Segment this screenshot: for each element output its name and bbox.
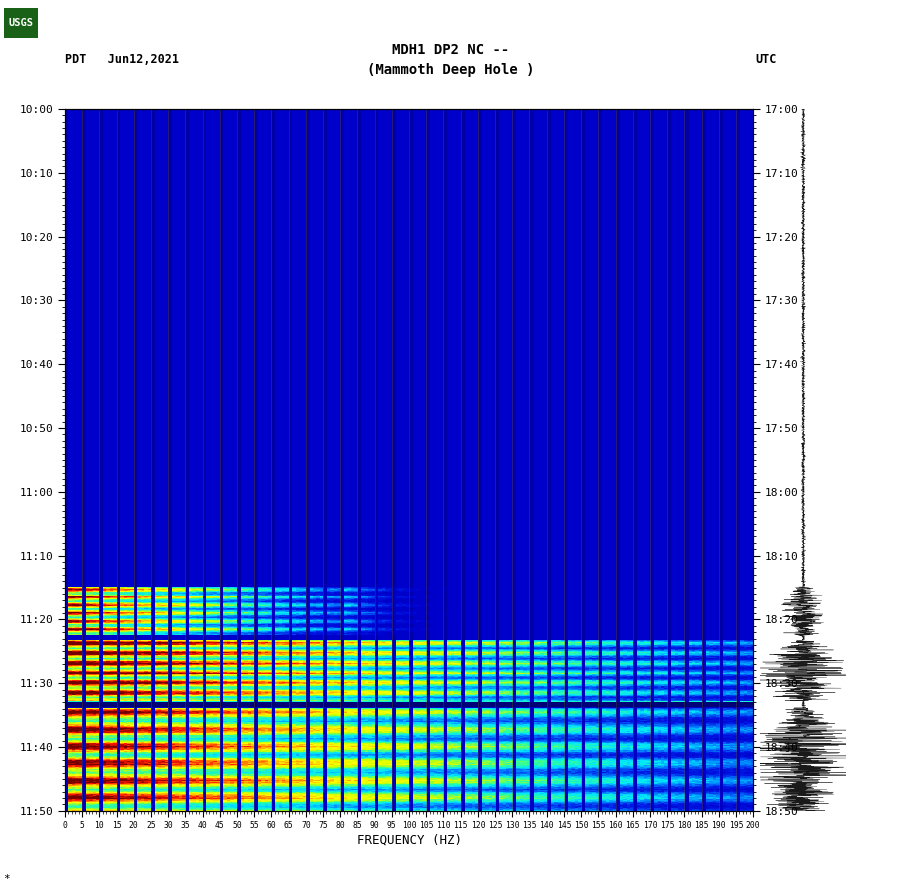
Text: USGS: USGS [9, 18, 33, 28]
Text: (Mammoth Deep Hole ): (Mammoth Deep Hole ) [367, 63, 535, 77]
Text: MDH1 DP2 NC --: MDH1 DP2 NC -- [392, 43, 510, 57]
Text: PDT   Jun12,2021: PDT Jun12,2021 [65, 54, 179, 66]
FancyBboxPatch shape [5, 8, 38, 38]
Text: *: * [3, 874, 9, 884]
X-axis label: FREQUENCY (HZ): FREQUENCY (HZ) [356, 833, 462, 846]
Text: UTC: UTC [755, 54, 777, 66]
